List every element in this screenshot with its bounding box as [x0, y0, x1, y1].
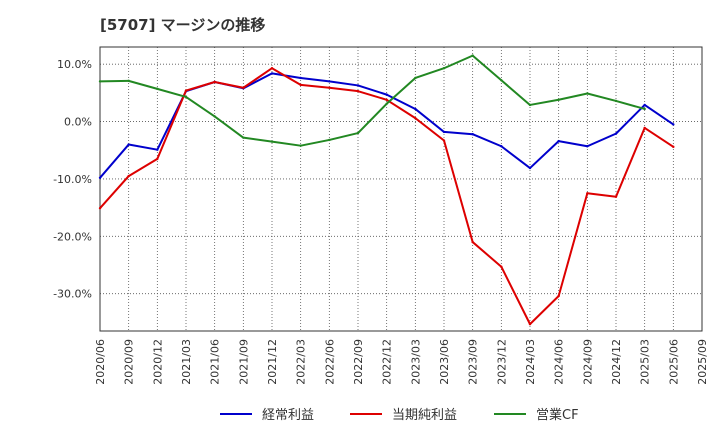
data-point: [528, 166, 532, 170]
data-point: [385, 102, 388, 106]
plot-frame: [99, 46, 703, 332]
legend-label: 当期純利益: [392, 408, 457, 423]
x-tick-label: 2025/06: [667, 339, 680, 385]
x-tick-label: 2020/06: [94, 339, 107, 385]
data-point: [471, 54, 474, 57]
data-point: [414, 116, 417, 120]
data-point: [500, 79, 503, 82]
x-tick-label: 2024/12: [610, 339, 623, 385]
x-tick-label: 2020/09: [123, 339, 136, 385]
data-point: [614, 195, 618, 198]
data-point: [356, 89, 360, 93]
data-point: [213, 80, 216, 84]
data-point: [414, 107, 417, 111]
data-point: [213, 115, 216, 118]
y-tick-label: 10.0%: [57, 58, 92, 71]
y-tick-label: -10.0%: [53, 173, 92, 186]
data-point: [471, 240, 474, 244]
data-point: [270, 140, 274, 143]
legend-label: 営業CF: [536, 407, 579, 423]
data-point: [557, 98, 560, 101]
data-point: [672, 123, 675, 126]
x-tick-label: 2025/03: [639, 339, 652, 385]
x-tick-label: 2021/03: [180, 339, 193, 385]
x-tick-label: 2022/06: [323, 339, 336, 385]
y-tick-label: 0.0%: [64, 116, 92, 129]
data-point: [242, 136, 245, 139]
data-point: [500, 145, 503, 148]
data-point: [127, 174, 130, 178]
data-point: [643, 126, 646, 130]
x-tick-label: 2023/09: [467, 339, 480, 385]
data-point: [471, 133, 474, 136]
data-point: [500, 265, 503, 268]
x-tick-label: 2021/09: [237, 339, 250, 385]
y-tick-label: -30.0%: [53, 288, 92, 301]
data-point: [184, 95, 188, 99]
series-line: [99, 54, 645, 147]
data-point: [127, 143, 130, 146]
x-tick-label: 2022/03: [295, 339, 308, 385]
data-point: [442, 130, 446, 134]
data-point: [614, 132, 618, 135]
data-point: [328, 86, 331, 89]
data-point: [98, 80, 102, 83]
data-point: [528, 103, 532, 107]
data-point: [299, 76, 302, 80]
data-point: [328, 138, 331, 142]
chart-title: [5707] マージンの推移: [100, 16, 266, 34]
data-point: [156, 87, 159, 91]
data-point: [156, 157, 159, 161]
x-tick-label: 2021/06: [209, 339, 222, 385]
series-line: [99, 67, 674, 326]
data-point: [442, 139, 446, 142]
x-tick-label: 2021/12: [266, 339, 279, 385]
data-point: [586, 92, 589, 95]
data-point: [442, 67, 446, 70]
data-point: [385, 98, 388, 101]
x-tick-label: 2022/09: [352, 339, 365, 385]
data-point: [586, 145, 589, 148]
data-point: [356, 84, 360, 87]
x-tick-label: 2022/12: [381, 339, 394, 385]
data-point: [328, 80, 331, 83]
data-point: [586, 192, 589, 195]
data-point: [414, 76, 417, 80]
data-point: [557, 139, 560, 143]
legend-label: 経常利益: [262, 408, 314, 423]
data-point: [557, 294, 560, 298]
data-point: [156, 148, 159, 151]
data-point: [385, 93, 388, 96]
data-point: [643, 107, 646, 111]
data-point: [98, 207, 102, 210]
data-point: [299, 144, 302, 147]
data-point: [356, 131, 360, 135]
data-point: [184, 89, 188, 92]
data-point: [614, 99, 618, 103]
x-tick-label: 2020/12: [151, 339, 164, 385]
data-point: [127, 79, 130, 83]
data-point: [270, 67, 274, 70]
data-point: [528, 322, 532, 326]
x-tick-label: 2023/12: [495, 339, 508, 385]
data-point: [270, 72, 274, 75]
data-point: [98, 176, 102, 180]
x-tick-label: 2023/06: [438, 339, 451, 385]
data-point: [672, 145, 675, 149]
y-tick-label: -20.0%: [53, 230, 92, 243]
x-tick-label: 2024/06: [553, 339, 566, 385]
data-point: [643, 103, 646, 107]
x-tick-label: 2023/03: [409, 339, 422, 385]
data-point: [299, 83, 302, 87]
x-tick-label: 2025/09: [696, 339, 709, 385]
x-tick-label: 2024/03: [524, 339, 537, 385]
data-point: [242, 86, 245, 89]
x-tick-label: 2024/09: [581, 339, 594, 385]
